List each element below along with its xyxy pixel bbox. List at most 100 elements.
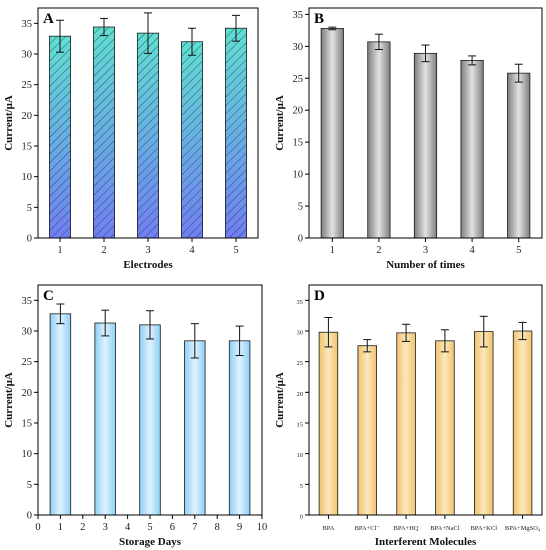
- y-tick-label: 35: [293, 10, 304, 21]
- plot-frame: [37, 284, 263, 516]
- bar: [357, 345, 377, 516]
- plot-frame: [37, 7, 259, 239]
- y-axis-title: Current/μA: [3, 372, 15, 428]
- x-tick-label: 4: [189, 245, 195, 256]
- bar: [94, 322, 116, 516]
- y-tick-label: 5: [298, 202, 303, 213]
- y-tick-label: 20: [22, 388, 33, 399]
- x-tick-label: 4: [469, 245, 475, 256]
- x-tick-label: 10: [257, 522, 268, 533]
- panel-label: A: [43, 11, 54, 27]
- x-tick-label: 1: [58, 522, 63, 533]
- x-tick-label: 4: [125, 522, 131, 533]
- y-tick-label: 30: [297, 330, 304, 337]
- x-tick-label: 8: [215, 522, 220, 533]
- y-tick-label: 10: [22, 172, 33, 183]
- y-tick-label: 15: [22, 142, 33, 153]
- x-tick-label: 5: [233, 245, 238, 256]
- x-tick-label: BPA+HQ: [394, 525, 419, 532]
- bar: [512, 330, 533, 516]
- x-tick-label: BPA+NaCl: [430, 525, 460, 532]
- x-tick-label: BPA+MgSO₄: [505, 525, 541, 532]
- bar: [139, 324, 161, 516]
- bar-hatch: [93, 27, 115, 238]
- x-tick-label: 2: [376, 245, 381, 256]
- y-axis-title: Current/μA: [274, 95, 286, 151]
- x-tick-label: 3: [423, 245, 428, 256]
- y-tick-label: 20: [22, 111, 33, 122]
- y-tick-label: 5: [300, 483, 303, 490]
- x-tick-label: 5: [147, 522, 152, 533]
- bar: [228, 340, 251, 516]
- y-tick-label: 35: [22, 296, 33, 307]
- y-tick-label: 0: [27, 511, 32, 522]
- y-tick-label: 25: [297, 360, 304, 367]
- x-tick-label: 9: [237, 522, 242, 533]
- x-tick-label: 0: [35, 522, 40, 533]
- x-tick-label: 2: [101, 245, 106, 256]
- y-axis-title: Current/μA: [3, 95, 15, 151]
- y-tick-label: 35: [297, 299, 304, 306]
- x-tick-label: BPA: [322, 525, 334, 532]
- x-tick-label: 1: [330, 245, 335, 256]
- y-tick-label: 25: [22, 357, 33, 368]
- chart-panel-a: 1 2 3 4 5 0 5 10 15 20 25 30 35 A Electrodes Current/μA: [3, 7, 259, 271]
- y-tick-label: 15: [297, 422, 304, 429]
- y-tick-label: 30: [293, 42, 304, 53]
- bar-hatch: [137, 33, 159, 238]
- y-tick-label: 5: [27, 203, 32, 214]
- y-tick-label: 0: [300, 514, 303, 521]
- y-tick-label: 20: [297, 391, 304, 398]
- bar: [413, 52, 438, 239]
- panel-label: C: [43, 288, 54, 304]
- y-tick-label: 15: [293, 138, 304, 149]
- x-axis-title: Electrodes: [123, 259, 173, 271]
- y-tick-label: 10: [22, 449, 33, 460]
- y-tick-label: 10: [293, 170, 304, 181]
- chart-panel-c: 0 1 2 3 4 5 6 7 8 9 10 0 5 10 15 20 25 30 35 C Storage Days C…: [3, 284, 268, 548]
- y-tick-label: 0: [27, 234, 32, 245]
- y-tick-label: 35: [22, 19, 33, 30]
- y-tick-label: 0: [298, 234, 303, 245]
- bar: [460, 59, 484, 239]
- panel-label: B: [314, 11, 324, 27]
- y-tick-label: 5: [27, 480, 32, 491]
- x-tick-label: 3: [145, 245, 150, 256]
- x-tick-label: 7: [192, 522, 197, 533]
- bar: [320, 28, 344, 239]
- bar-hatch: [225, 28, 247, 238]
- bar: [184, 340, 206, 516]
- bar-hatch: [181, 41, 203, 238]
- y-tick-label: 15: [22, 419, 33, 430]
- y-tick-label: 10: [297, 452, 304, 459]
- plot-frame: [308, 284, 543, 516]
- bar-hatch: [49, 36, 71, 238]
- bar: [396, 332, 416, 516]
- x-tick-label: 1: [57, 245, 62, 256]
- x-tick-label: 5: [516, 245, 521, 256]
- bar: [474, 331, 494, 516]
- panel-label: D: [314, 288, 325, 304]
- y-axis-title: Current/μA: [274, 372, 286, 428]
- bar: [367, 41, 391, 239]
- chart-panel-b: 1 2 3 4 5 0 5 10 15 20 25 30 35 B Number of times Curre…: [274, 7, 543, 271]
- bar: [435, 340, 455, 516]
- x-tick-label: 3: [103, 522, 108, 533]
- x-tick-label: BPA+Cl⁻: [355, 525, 381, 532]
- plot-frame: [308, 7, 543, 239]
- y-tick-label: 30: [22, 50, 33, 61]
- bar: [507, 72, 531, 239]
- y-tick-label: 20: [293, 106, 304, 117]
- chart-panel-d: BPA BPA+Cl⁻ BPA+HQ BPA+NaCl BPA+KCl BPA+MgSO₄…: [274, 284, 543, 548]
- bar: [318, 331, 339, 516]
- x-tick-label: BPA+KCl: [470, 525, 497, 532]
- x-axis-title: Storage Days: [119, 536, 182, 548]
- bar: [49, 313, 72, 516]
- y-tick-label: 30: [22, 327, 33, 338]
- x-axis-title: Interferent Molecules: [375, 536, 477, 548]
- y-tick-label: 25: [293, 74, 304, 85]
- x-axis-title: Number of times: [386, 259, 465, 271]
- y-tick-label: 25: [22, 80, 33, 91]
- x-tick-label: 6: [170, 522, 175, 533]
